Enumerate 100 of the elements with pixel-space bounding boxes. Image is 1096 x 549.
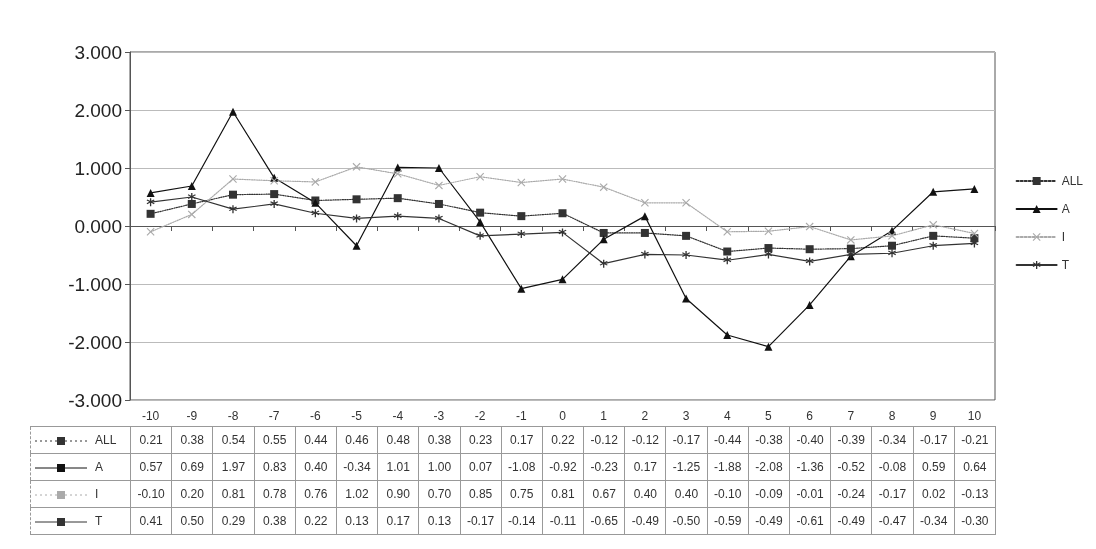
data-label: 0.50 — [171, 507, 213, 535]
data-label: -0.13 — [954, 480, 996, 508]
x-tick-label: -8 — [227, 409, 239, 423]
data-label: -0.47 — [871, 507, 914, 535]
point — [764, 244, 773, 253]
x-tick-label: -9 — [186, 409, 198, 423]
point — [434, 214, 443, 223]
data-label: -0.01 — [789, 480, 831, 508]
point — [558, 175, 567, 184]
data-label: 0.59 — [913, 453, 955, 481]
data-label: 1.01 — [377, 453, 419, 481]
x-tick-label: -2 — [474, 409, 486, 423]
data-label: -0.49 — [624, 507, 666, 535]
x-tick-label: 5 — [765, 409, 773, 423]
data-label: 1.02 — [336, 480, 378, 508]
x-tick-label: 9 — [929, 409, 937, 423]
data-label: 0.78 — [254, 480, 296, 508]
data-label: 0.46 — [336, 426, 378, 454]
data-label: -0.17 — [871, 480, 914, 508]
point — [187, 181, 196, 190]
point — [640, 250, 649, 259]
data-label: -0.44 — [707, 426, 749, 454]
data-label: 0.29 — [212, 507, 255, 535]
data-label: -2.08 — [748, 453, 790, 481]
x-tick-label: 8 — [888, 409, 896, 423]
data-label: -0.10 — [707, 480, 749, 508]
data-label: 0.40 — [665, 480, 708, 508]
data-label: 0.67 — [583, 480, 625, 508]
point — [805, 222, 814, 231]
data-label: 0.44 — [295, 426, 337, 454]
legend-label: T — [1061, 258, 1070, 272]
point — [929, 231, 938, 240]
point — [682, 294, 691, 303]
point — [888, 241, 897, 250]
data-label: -1.88 — [707, 453, 749, 481]
point — [187, 210, 196, 219]
x-tick-label: 4 — [723, 409, 731, 423]
data-label: 0.07 — [460, 453, 502, 481]
point — [764, 342, 773, 351]
point — [723, 227, 732, 236]
data-label: 0.38 — [418, 426, 460, 454]
point — [393, 194, 402, 203]
data-label: 0.21 — [130, 426, 172, 454]
data-label: 0.17 — [624, 453, 666, 481]
point — [228, 205, 237, 214]
legend-label: I — [1061, 230, 1065, 244]
data-label: -0.11 — [542, 507, 584, 535]
data-label: 0.69 — [171, 453, 213, 481]
data-label: 0.41 — [130, 507, 172, 535]
data-label: 0.23 — [460, 426, 502, 454]
point — [640, 228, 649, 237]
data-label: -0.17 — [913, 426, 955, 454]
point — [476, 231, 485, 240]
text: ALL — [95, 433, 117, 447]
data-label: 0.81 — [542, 480, 584, 508]
data-label: -1.36 — [789, 453, 831, 481]
data-label: 0.02 — [913, 480, 955, 508]
y-tick-label: 1.000 — [74, 157, 122, 179]
data-label: -0.14 — [501, 507, 543, 535]
data-label: 0.13 — [336, 507, 378, 535]
point — [558, 209, 567, 218]
y-tick-label: 3.000 — [74, 41, 122, 63]
point — [723, 247, 732, 256]
text: I — [95, 487, 99, 501]
data-label: 0.85 — [460, 480, 502, 508]
data-label: -0.12 — [583, 426, 625, 454]
data-label: -0.08 — [871, 453, 914, 481]
point — [682, 231, 691, 240]
point — [434, 181, 443, 190]
data-label: -0.17 — [460, 507, 502, 535]
data-label: -0.23 — [583, 453, 625, 481]
data-label: -0.34 — [336, 453, 378, 481]
point — [476, 208, 485, 217]
point — [805, 257, 814, 266]
data-label: 0.83 — [254, 453, 296, 481]
x-tick-label: 0 — [559, 409, 567, 423]
x-tick-label: 10 — [967, 409, 982, 423]
point — [146, 209, 155, 218]
data-label: 0.48 — [377, 426, 419, 454]
legend-label: ALL — [1061, 174, 1084, 188]
data-label: -0.30 — [954, 507, 996, 535]
y-tick-label: -2.000 — [68, 331, 122, 353]
point — [640, 212, 649, 221]
y-tick-label: 2.000 — [74, 99, 122, 121]
x-tick-label: -6 — [310, 409, 322, 423]
point — [311, 177, 320, 186]
data-label: 0.55 — [254, 426, 296, 454]
point — [682, 198, 691, 207]
data-label: 0.76 — [295, 480, 337, 508]
data-label: -0.50 — [665, 507, 708, 535]
data-label: -0.59 — [707, 507, 749, 535]
data-label: 0.70 — [418, 480, 460, 508]
point — [146, 188, 155, 197]
data-label: 1.97 — [212, 453, 255, 481]
point — [228, 107, 237, 116]
point — [640, 198, 649, 207]
data-label: 0.22 — [542, 426, 584, 454]
data-label: -0.21 — [954, 426, 996, 454]
point — [517, 284, 526, 293]
text: T — [95, 514, 103, 528]
